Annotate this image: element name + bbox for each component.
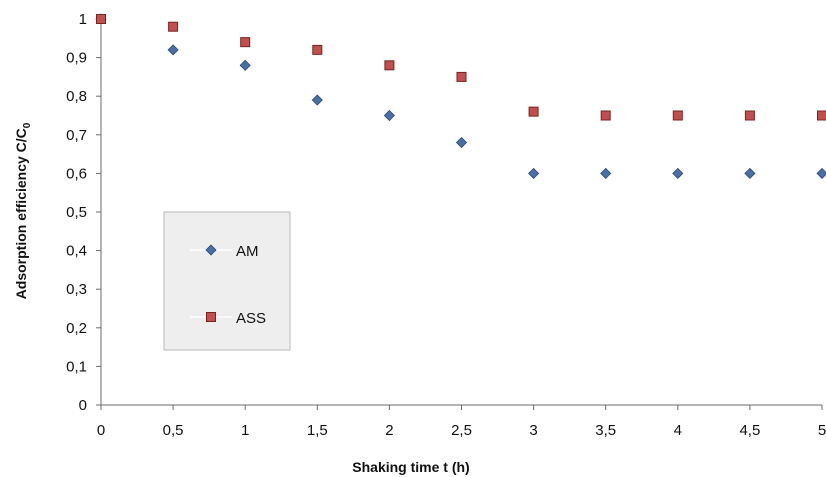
x-tick-label: 1 — [241, 422, 249, 439]
data-point-am — [816, 167, 826, 179]
data-point-ass — [817, 110, 826, 121]
data-point-ass — [600, 110, 611, 121]
legend-marker-ass — [206, 312, 216, 322]
y-tick-label: 0,7 — [66, 127, 87, 144]
legend-label-am: AM — [236, 243, 259, 260]
x-tick-label: 2,5 — [451, 422, 472, 439]
x-tick-label: 2 — [385, 422, 393, 439]
x-tick-label: 0,5 — [163, 422, 184, 439]
x-tick-label: 3 — [529, 422, 537, 439]
data-point-ass — [672, 110, 683, 121]
y-axis-title-subscript: 0 — [22, 122, 33, 128]
x-tick-label: 4,5 — [739, 422, 760, 439]
data-point-ass — [168, 21, 179, 32]
data-point-am — [528, 167, 540, 179]
y-tick-label: 0,8 — [66, 88, 87, 105]
y-tick-label: 0,6 — [66, 165, 87, 182]
data-point-am — [167, 44, 179, 56]
data-point-am — [455, 136, 468, 149]
data-point-am — [600, 167, 612, 179]
data-point-am — [239, 59, 251, 71]
legend-marker-am — [205, 244, 217, 256]
x-tick-labels: 0 0,5 1 1,5 2 2,5 3 3,5 4 4,5 5 — [97, 422, 826, 439]
data-point-ass — [528, 106, 539, 117]
data-point-am — [672, 167, 684, 179]
data-points — [95, 13, 826, 179]
y-tick-label: 0,9 — [66, 50, 87, 67]
y-tick-label: 0,3 — [66, 281, 87, 298]
legend-box — [163, 211, 291, 351]
x-tick-label: 1,5 — [307, 422, 328, 439]
x-tick-label: 0 — [97, 422, 105, 439]
y-tick-labels: 0 0,1 0,2 0,3 0,4 0,5 0,6 0,7 0,8 0,9 1 — [66, 11, 87, 414]
y-tick-label: 0 — [79, 397, 87, 414]
y-tick-label: 0,1 — [66, 358, 87, 375]
data-point-ass — [312, 44, 323, 55]
y-tick-label: 0,4 — [66, 243, 87, 260]
data-point-ass — [456, 71, 467, 82]
data-point-ass — [744, 110, 755, 121]
data-point-ass — [384, 60, 395, 71]
data-point-ass — [96, 14, 106, 24]
data-point-ass — [240, 37, 251, 48]
x-tick-label: 5 — [818, 422, 826, 439]
data-point-am — [383, 109, 395, 122]
series-ass — [96, 14, 826, 121]
y-tick-label: 0,5 — [66, 204, 87, 221]
legend: AM ASS — [163, 211, 291, 351]
y-axis-title-main: Adsorption efficiency C/C — [13, 128, 29, 299]
y-tick-label: 0,2 — [66, 320, 87, 337]
y-axis-title: Adsorption efficiency C/C0 — [13, 122, 33, 299]
legend-label-ass: ASS — [236, 310, 266, 327]
data-point-am — [744, 167, 756, 179]
series-am — [95, 13, 826, 179]
x-axis-title: Shaking time t (h) — [352, 459, 469, 475]
x-tick-label: 3,5 — [595, 422, 616, 439]
y-tick-label: 1 — [79, 11, 87, 28]
x-tick-label: 4 — [674, 422, 682, 439]
data-point-am — [311, 94, 323, 106]
